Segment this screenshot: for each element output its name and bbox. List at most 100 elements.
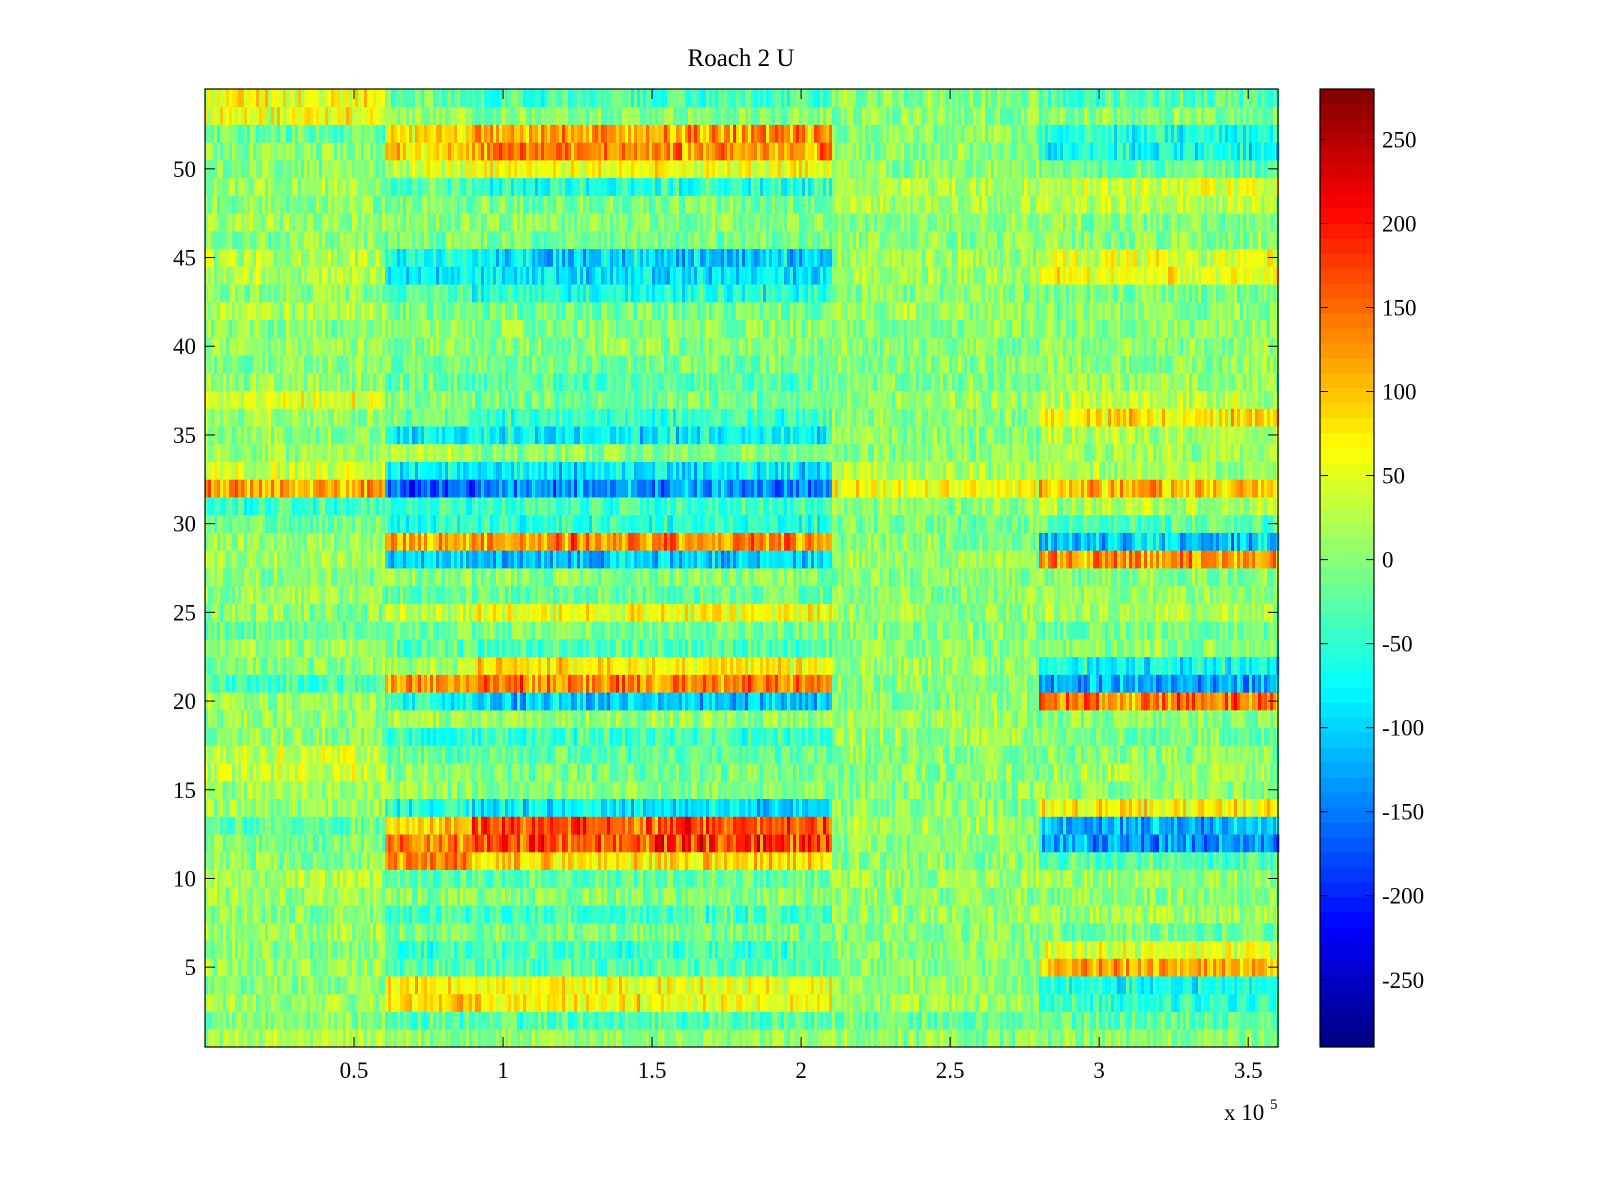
heatmap-cell (451, 958, 455, 977)
heatmap-cell (331, 816, 335, 835)
heatmap-cell (337, 1011, 341, 1030)
heatmap-cell (778, 869, 782, 888)
heatmap-cell (844, 869, 848, 888)
heatmap-cell (1207, 993, 1211, 1012)
heatmap-cell (1069, 905, 1073, 924)
heatmap-cell (856, 940, 860, 959)
heatmap-cell (1024, 940, 1028, 959)
heatmap-cell (955, 851, 959, 870)
heatmap-cell (1039, 887, 1043, 906)
heatmap-cell (769, 993, 773, 1012)
heatmap-cell (1033, 851, 1037, 870)
heatmap-cell (295, 869, 299, 888)
heatmap-cell (763, 922, 767, 941)
heatmap-cell (346, 851, 350, 870)
heatmap-cell (805, 993, 809, 1012)
heatmap-cell (1249, 905, 1253, 924)
heatmap-cell (751, 940, 755, 959)
heatmap-cell (535, 1029, 539, 1048)
heatmap-cell (967, 976, 971, 995)
heatmap-cell (640, 940, 644, 959)
heatmap-cell (520, 922, 524, 941)
heatmap-cell (1171, 798, 1175, 817)
heatmap-cell (1183, 887, 1187, 906)
heatmap-cell (409, 958, 413, 977)
heatmap-cell (643, 816, 647, 835)
heatmap-cell (886, 976, 890, 995)
heatmap-cell (730, 798, 734, 817)
heatmap-cell (1054, 922, 1058, 941)
heatmap-cell (862, 816, 866, 835)
heatmap-cell (1234, 816, 1238, 835)
heatmap-cell (277, 922, 281, 941)
heatmap-cell (1063, 993, 1067, 1012)
heatmap-cell (1183, 1011, 1187, 1030)
heatmap-cell (820, 869, 824, 888)
heatmap-cell (574, 958, 578, 977)
heatmap-cell (214, 816, 218, 835)
heatmap-cell (733, 834, 737, 853)
heatmap-cell (655, 869, 659, 888)
heatmap-cell (937, 993, 941, 1012)
heatmap-cell (469, 958, 473, 977)
heatmap-cell (1078, 993, 1082, 1012)
heatmap-cell (787, 922, 791, 941)
heatmap-cell (439, 993, 443, 1012)
heatmap-cell (298, 798, 302, 817)
heatmap-cell (937, 798, 941, 817)
heatmap-cell (316, 887, 320, 906)
heatmap-cell (1141, 834, 1145, 853)
heatmap-cell (1039, 816, 1043, 835)
heatmap-cell (631, 940, 635, 959)
heatmap-cell (1168, 1011, 1172, 1030)
heatmap-cell (658, 816, 662, 835)
heatmap-cell (571, 1029, 575, 1048)
heatmap-cell (613, 1029, 617, 1048)
heatmap-cell (514, 834, 518, 853)
heatmap-cell (478, 922, 482, 941)
heatmap-cell (766, 1029, 770, 1048)
heatmap-cell (319, 851, 323, 870)
heatmap-cell (1096, 816, 1100, 835)
heatmap-cell (1222, 905, 1226, 924)
heatmap-cell (1060, 993, 1064, 1012)
heatmap-cell (784, 976, 788, 995)
heatmap-cell (805, 922, 809, 941)
heatmap-cell (583, 922, 587, 941)
heatmap-cell (970, 922, 974, 941)
heatmap-cell (712, 905, 716, 924)
heatmap-cell (1105, 958, 1109, 977)
heatmap-cell (352, 798, 356, 817)
heatmap-cell (1186, 816, 1190, 835)
heatmap-cell (847, 993, 851, 1012)
heatmap-cell (1180, 869, 1184, 888)
heatmap-cell (1003, 798, 1007, 817)
heatmap-cell (670, 958, 674, 977)
heatmap-cell (979, 834, 983, 853)
heatmap-cell (751, 1011, 755, 1030)
heatmap-cell (1258, 940, 1262, 959)
heatmap-cell (970, 1011, 974, 1030)
heatmap-cell (718, 1029, 722, 1048)
heatmap-cell (817, 958, 821, 977)
heatmap-cell (208, 887, 212, 906)
heatmap-cell (1153, 798, 1157, 817)
heatmap-cell (997, 816, 1001, 835)
heatmap-cell (883, 976, 887, 995)
heatmap-cell (544, 993, 548, 1012)
heatmap-cell (1207, 887, 1211, 906)
heatmap-cell (370, 798, 374, 817)
heatmap-cell (577, 922, 581, 941)
heatmap-cell (268, 887, 272, 906)
heatmap-cell (1216, 940, 1220, 959)
heatmap-cell (325, 993, 329, 1012)
heatmap-cell (271, 1011, 275, 1030)
heatmap-cell (544, 905, 548, 924)
heatmap-cell (733, 958, 737, 977)
heatmap-cell (916, 851, 920, 870)
heatmap-cell (889, 1029, 893, 1048)
heatmap-cell (1177, 1011, 1181, 1030)
heatmap-cell (1243, 816, 1247, 835)
heatmap-cell (1159, 816, 1163, 835)
heatmap-cell (859, 940, 863, 959)
